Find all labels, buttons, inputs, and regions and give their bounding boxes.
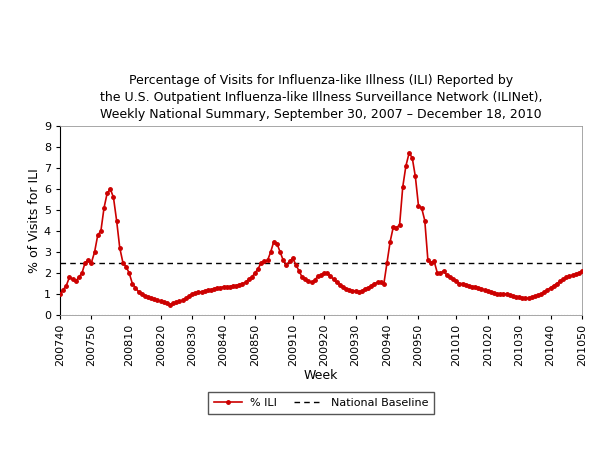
% ILI: [406, 151, 413, 156]
% ILI: [56, 291, 64, 297]
National Baseline: [56, 260, 64, 265]
% ILI: [320, 270, 328, 276]
Line: % ILI: % ILI: [58, 152, 584, 306]
% ILI: [129, 281, 136, 286]
Title: Percentage of Visits for Influenza-like Illness (ILI) Reported by
the U.S. Outpa: Percentage of Visits for Influenza-like …: [100, 74, 542, 121]
% ILI: [403, 163, 410, 169]
% ILI: [327, 274, 334, 279]
% ILI: [125, 270, 133, 276]
National Baseline: [59, 260, 67, 265]
Y-axis label: % of Visits for ILI: % of Visits for ILI: [28, 168, 41, 273]
Legend: % ILI, National Baseline: % ILI, National Baseline: [208, 392, 434, 414]
X-axis label: Week: Week: [304, 369, 338, 382]
% ILI: [578, 268, 586, 274]
% ILI: [245, 277, 252, 282]
% ILI: [166, 302, 173, 307]
